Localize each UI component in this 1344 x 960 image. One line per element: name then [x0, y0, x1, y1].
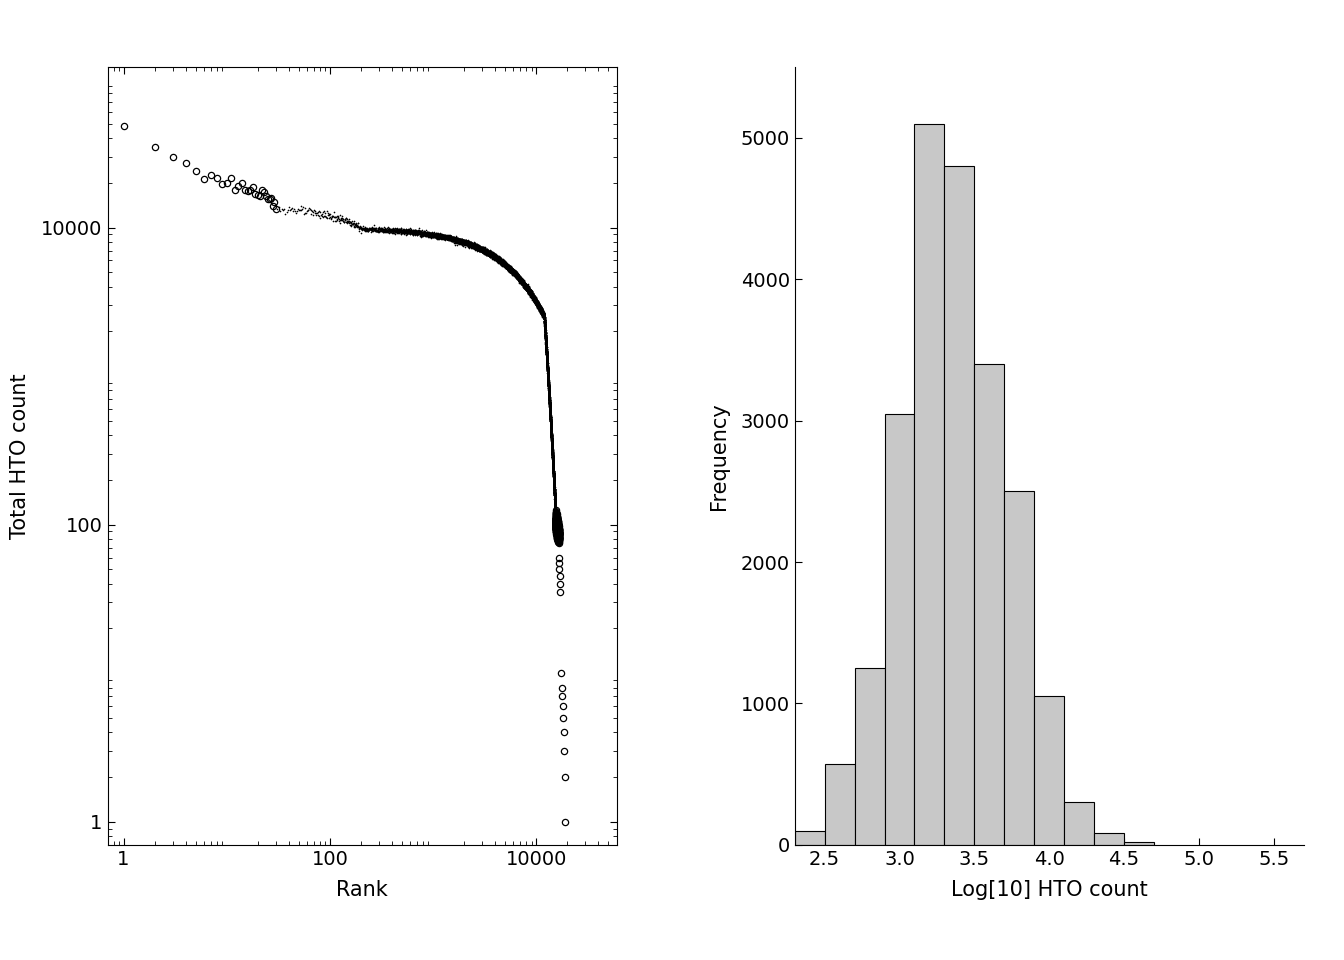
Bar — [1064, 803, 1094, 845]
Bar — [825, 764, 855, 845]
Bar — [855, 668, 884, 845]
Y-axis label: Frequency: Frequency — [710, 402, 730, 510]
X-axis label: Log[10] HTO count: Log[10] HTO count — [950, 879, 1148, 900]
Bar — [1004, 492, 1034, 845]
Bar — [794, 830, 825, 845]
Bar — [1034, 696, 1064, 845]
Bar — [1124, 842, 1154, 845]
Bar — [945, 166, 974, 845]
Bar — [1094, 833, 1124, 845]
Bar — [884, 414, 914, 845]
X-axis label: Rank: Rank — [336, 879, 388, 900]
Y-axis label: Total HTO count: Total HTO count — [11, 373, 30, 539]
Bar — [914, 124, 945, 845]
Bar — [974, 364, 1004, 845]
